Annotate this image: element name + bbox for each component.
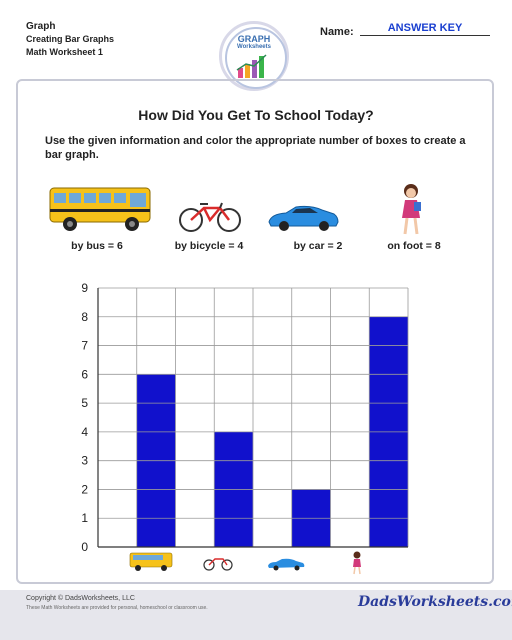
y-tick-label: 1 [81,511,88,525]
car-icon [268,205,339,231]
y-tick-label: 7 [81,339,88,353]
school-bus-icon [49,187,151,231]
logo-bars-icon [236,54,267,78]
copyright-text: Copyright © DadsWorksheets, LLC [26,595,135,602]
xaxis-bus-icon [129,552,173,571]
y-tick-label: 2 [81,482,88,496]
worksheet-frame [16,79,494,584]
y-tick-label: 4 [81,425,88,439]
caption-bicycle: by bicycle = 4 [174,240,244,252]
walking-girl-icon [402,184,421,235]
caption-on-foot: on foot = 8 [387,240,441,252]
instructions: Use the given information and color the … [45,135,466,161]
y-tick-label: 0 [81,540,88,554]
worksheet-header: Graph Creating Bar Graphs Math Worksheet… [26,20,114,59]
bar-chart: 0 1 2 3 4 5 6 7 8 9 [81,281,409,554]
y-tick-label: 3 [81,454,88,468]
usage-note: These Math Worksheets are provided for p… [26,605,208,611]
name-label: Name: [320,26,354,38]
bicycle-icon [179,202,241,232]
y-tick-label: 6 [81,367,88,381]
y-tick-label: 9 [81,281,88,295]
footer-bar [0,590,512,640]
logo-ring [225,27,287,89]
logo-title: GRAPH [237,34,271,44]
logo-subtitle: Worksheets [237,44,271,50]
header-graph: Graph [26,21,56,32]
xaxis-bicycle-icon [203,558,233,571]
header-worksheet-number: Math Worksheet 1 [26,47,103,57]
name-field: ANSWER KEY [360,22,490,36]
y-tick-label: 5 [81,396,88,410]
page-title: How Did You Get To School Today? [138,107,374,123]
caption-car: by car = 2 [293,240,343,252]
xaxis-car-icon [268,558,305,571]
xaxis-walking-girl-icon [353,551,361,575]
header-subtitle: Creating Bar Graphs [26,34,115,44]
caption-bus: by bus = 6 [71,240,123,252]
brand-logo: DadsWorksheets.com [358,594,512,610]
y-tick-label: 8 [81,310,88,324]
